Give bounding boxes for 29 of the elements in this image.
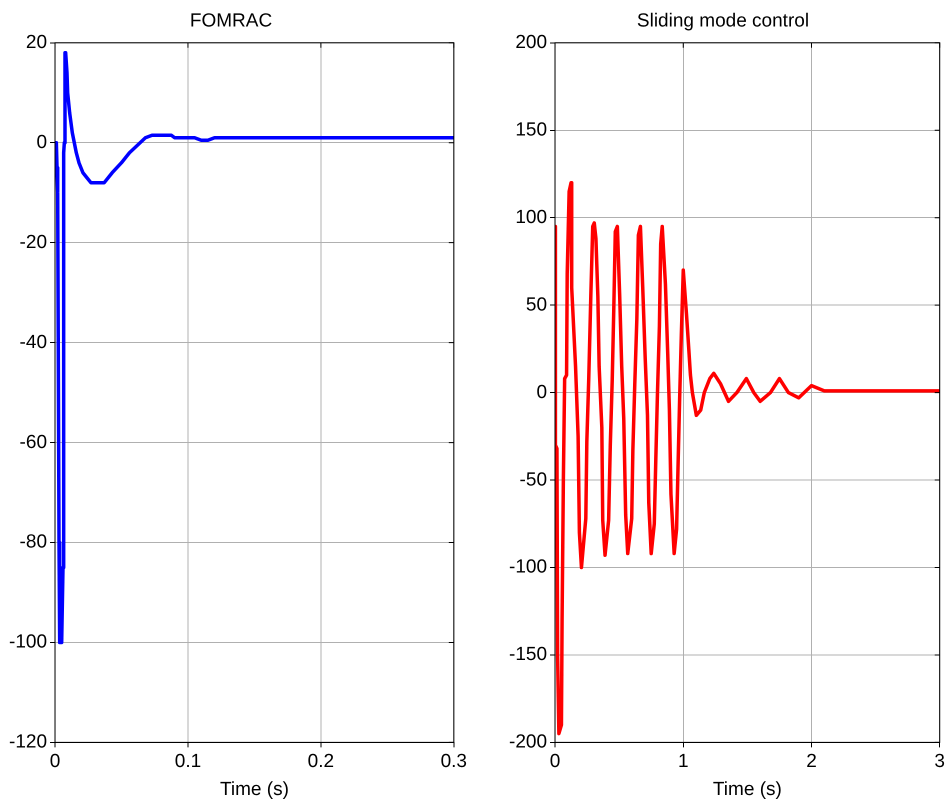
y-tick-label: -40 xyxy=(20,332,48,353)
y-tick-label: 200 xyxy=(515,32,548,54)
x-tick-label: 0 xyxy=(50,751,60,772)
x-tick-label: 1 xyxy=(678,751,689,772)
chart-title: FOMRAC xyxy=(190,10,272,32)
x-axis-title: Time (s) xyxy=(712,778,782,800)
y-tick-label: 50 xyxy=(526,294,548,316)
y-tick-label: 0 xyxy=(536,382,548,403)
x-tick-label: 0 xyxy=(550,751,560,772)
x-tick-label: 0.1 xyxy=(174,751,202,772)
y-tick-label: -80 xyxy=(20,532,48,553)
y-tick-label: 100 xyxy=(515,206,548,228)
y-tick-label: 20 xyxy=(26,32,48,54)
y-tick-label: -120 xyxy=(8,732,48,753)
y-tick-label: -200 xyxy=(508,732,548,753)
x-tick-label: 0.2 xyxy=(308,751,334,772)
x-tick-label: 3 xyxy=(934,751,946,772)
y-tick-label: 0 xyxy=(36,132,48,153)
y-tick-label: -50 xyxy=(520,469,548,490)
y-tick-label: -60 xyxy=(20,432,48,453)
x-tick-label: 2 xyxy=(806,751,817,772)
y-tick-label: -100 xyxy=(8,632,48,653)
y-tick-label: -150 xyxy=(508,644,548,666)
y-tick-label: -100 xyxy=(508,556,548,578)
y-tick-label: -20 xyxy=(20,232,48,253)
x-axis-title: Time (s) xyxy=(220,778,289,800)
chart-title: Sliding mode control xyxy=(636,10,810,32)
y-tick-label: 150 xyxy=(515,119,548,140)
x-tick-label: 0.3 xyxy=(440,751,468,772)
